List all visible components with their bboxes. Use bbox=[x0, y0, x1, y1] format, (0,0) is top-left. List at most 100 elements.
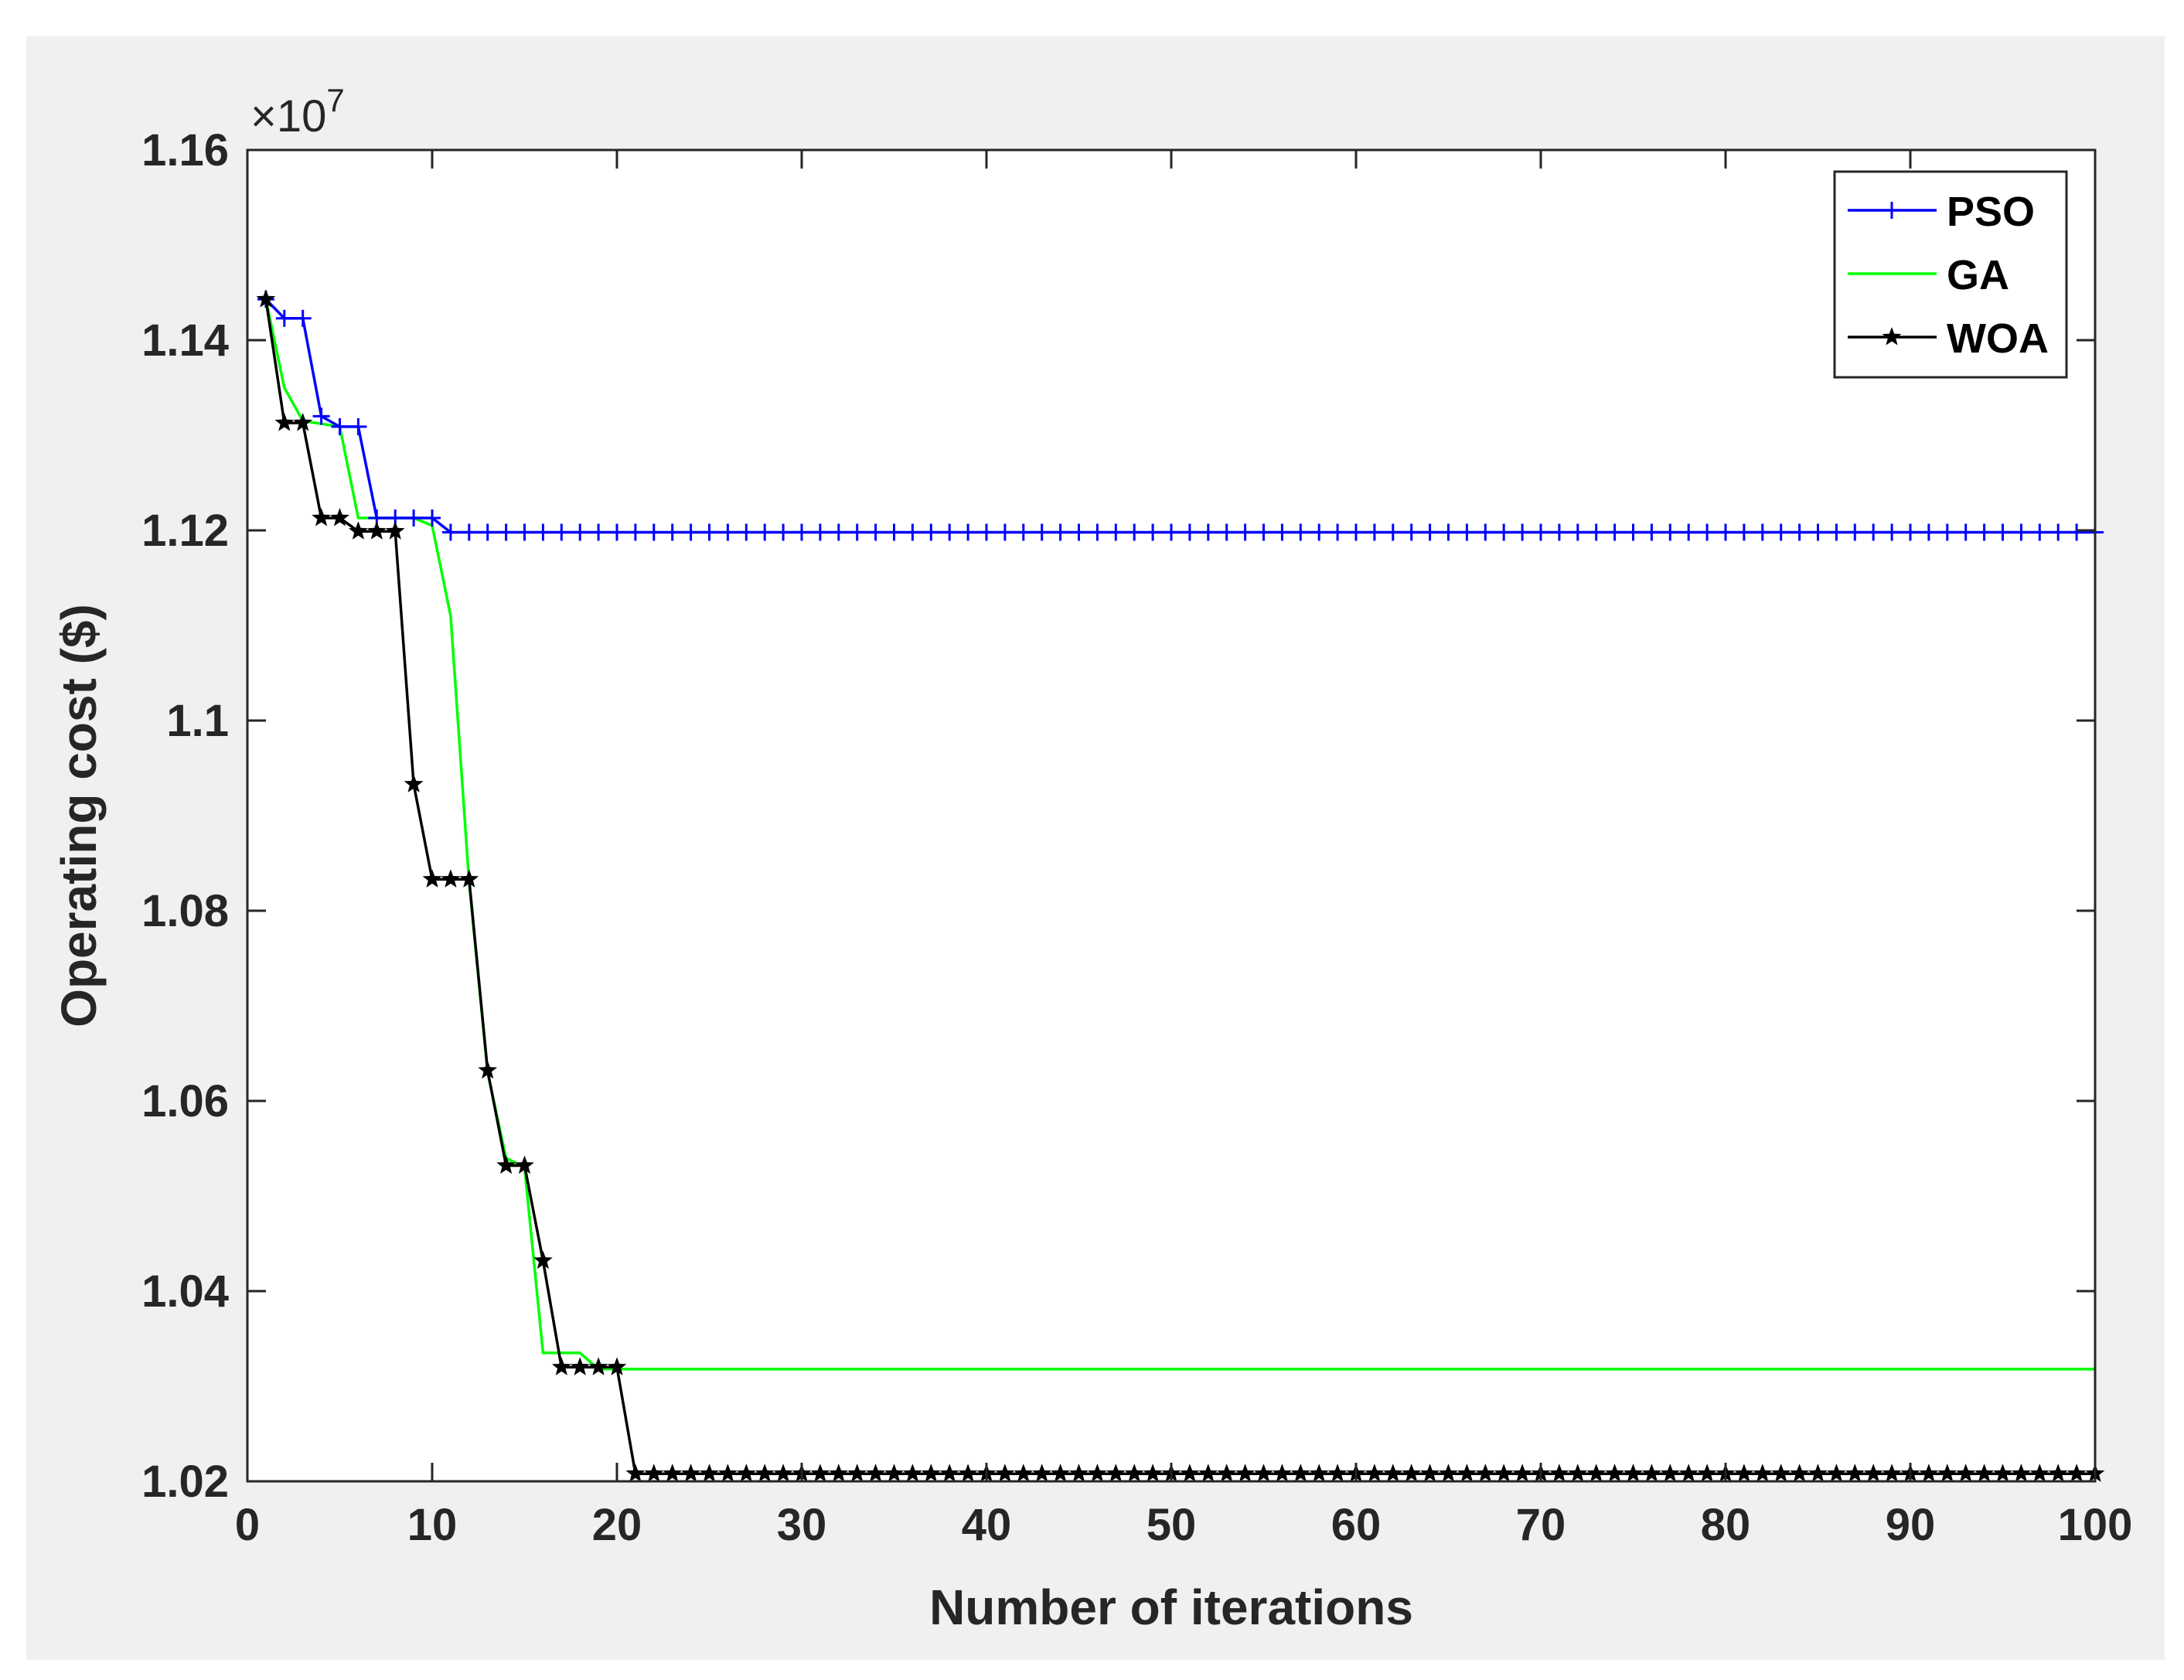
data-point-woa bbox=[1439, 1464, 1458, 1482]
data-point-pso bbox=[2031, 523, 2049, 541]
data-point-woa bbox=[1290, 1464, 1310, 1482]
x-tick-label: 70 bbox=[1516, 1500, 1566, 1550]
data-point-woa bbox=[274, 413, 295, 431]
data-point-pso bbox=[331, 417, 349, 435]
data-point-pso bbox=[1421, 523, 1439, 541]
data-point-pso bbox=[1624, 523, 1642, 541]
data-point-woa bbox=[1235, 1464, 1255, 1482]
data-point-pso bbox=[978, 523, 995, 541]
data-point-woa bbox=[1624, 1464, 1643, 1482]
data-point-pso bbox=[1514, 523, 1532, 541]
data-point-pso bbox=[1975, 523, 1993, 541]
data-point-pso bbox=[904, 523, 922, 541]
plot-area bbox=[247, 150, 2095, 1481]
data-point-woa bbox=[958, 1464, 978, 1482]
data-point-woa bbox=[810, 1464, 830, 1482]
data-point-pso bbox=[719, 523, 737, 541]
data-point-pso bbox=[1144, 523, 1162, 541]
data-point-pso bbox=[1532, 523, 1549, 541]
data-point-pso bbox=[1255, 523, 1273, 541]
y-tick-label: 1.12 bbox=[141, 506, 229, 556]
data-point-woa bbox=[681, 1464, 700, 1482]
data-point-woa bbox=[663, 1464, 683, 1482]
data-point-woa bbox=[1827, 1464, 1846, 1482]
data-point-pso bbox=[1236, 523, 1254, 541]
data-point-pso bbox=[1477, 523, 1494, 541]
ticks-layer: 0 10 20 30 40 50 60 70 80 90 100 1.02 1.04 1.06 1.08 1.… bbox=[141, 125, 2132, 1550]
y-axis-label: Operating cost ($) bbox=[51, 604, 107, 1027]
data-point-woa bbox=[1254, 1464, 1273, 1482]
data-point-woa bbox=[459, 869, 479, 888]
x-tick-label: 10 bbox=[407, 1500, 458, 1550]
y-tick-label: 1.06 bbox=[141, 1076, 229, 1126]
data-point-pso bbox=[1698, 523, 1716, 541]
legend-label-pso: PSO bbox=[1947, 189, 2035, 235]
data-point-woa bbox=[1549, 1464, 1569, 1482]
data-point-pso bbox=[1089, 523, 1106, 541]
data-point-pso bbox=[1440, 523, 1457, 541]
series-layer bbox=[256, 289, 2105, 1482]
data-point-woa bbox=[1790, 1464, 1809, 1482]
data-point-pso bbox=[441, 523, 459, 541]
data-point-pso bbox=[534, 523, 552, 541]
data-point-woa bbox=[570, 1357, 590, 1375]
data-point-pso bbox=[1902, 523, 1919, 541]
data-point-pso bbox=[2012, 523, 2030, 541]
data-point-pso bbox=[294, 309, 312, 327]
data-point-woa bbox=[2012, 1464, 2031, 1482]
data-point-woa bbox=[773, 1464, 793, 1482]
data-point-woa bbox=[1124, 1464, 1144, 1482]
data-point-pso bbox=[479, 523, 496, 541]
data-point-pso bbox=[1329, 523, 1347, 541]
data-point-woa bbox=[903, 1464, 922, 1482]
data-point-woa bbox=[312, 508, 331, 526]
data-point-woa bbox=[1734, 1464, 1754, 1482]
data-point-woa bbox=[533, 1250, 553, 1269]
data-point-woa bbox=[1475, 1464, 1495, 1482]
series-pso bbox=[257, 291, 2104, 541]
data-point-pso bbox=[738, 523, 755, 541]
data-point-woa bbox=[441, 869, 461, 888]
data-point-pso bbox=[1402, 523, 1420, 541]
data-point-woa bbox=[1863, 1464, 1883, 1482]
data-point-pso bbox=[2049, 523, 2067, 541]
data-point-pso bbox=[682, 523, 700, 541]
data-point-pso bbox=[1310, 523, 1328, 541]
data-point-pso bbox=[1550, 523, 1568, 541]
data-point-woa bbox=[1494, 1464, 1514, 1482]
data-point-woa bbox=[1032, 1464, 1052, 1482]
y-tick-label: 1.02 bbox=[141, 1457, 229, 1507]
data-point-woa bbox=[1273, 1464, 1292, 1482]
data-point-woa bbox=[1143, 1464, 1163, 1482]
data-point-woa bbox=[478, 1060, 498, 1079]
data-point-pso bbox=[1643, 523, 1661, 541]
data-point-pso bbox=[1126, 523, 1143, 541]
y-tick-label: 1.14 bbox=[141, 315, 229, 366]
data-point-woa bbox=[718, 1464, 738, 1482]
data-point-pso bbox=[1292, 523, 1310, 541]
data-point-woa bbox=[349, 521, 368, 540]
data-point-woa bbox=[404, 774, 424, 792]
data-point-pso bbox=[996, 523, 1014, 541]
data-point-woa bbox=[1937, 1464, 1957, 1482]
data-point-pso bbox=[1809, 523, 1827, 541]
data-point-woa bbox=[644, 1464, 664, 1482]
data-point-pso bbox=[1938, 523, 1956, 541]
data-point-pso bbox=[1107, 523, 1125, 541]
data-point-woa bbox=[1919, 1464, 1939, 1482]
data-point-woa bbox=[1365, 1464, 1385, 1482]
data-point-pso bbox=[405, 509, 423, 527]
data-point-pso bbox=[1587, 523, 1605, 541]
data-point-pso bbox=[1920, 523, 1937, 541]
data-point-pso bbox=[571, 523, 589, 541]
legend-label-woa: WOA bbox=[1947, 315, 2049, 362]
data-point-pso bbox=[1365, 523, 1383, 541]
data-point-pso bbox=[1070, 523, 1088, 541]
data-point-woa bbox=[1605, 1464, 1624, 1482]
data-point-woa bbox=[1402, 1464, 1422, 1482]
data-point-woa bbox=[1180, 1464, 1200, 1482]
series-line-woa bbox=[264, 298, 2095, 1475]
legend-item-woa: WOA bbox=[1848, 315, 2049, 362]
legend-entries: PSO GA WOA bbox=[1848, 189, 2049, 362]
data-point-pso bbox=[1273, 523, 1291, 541]
